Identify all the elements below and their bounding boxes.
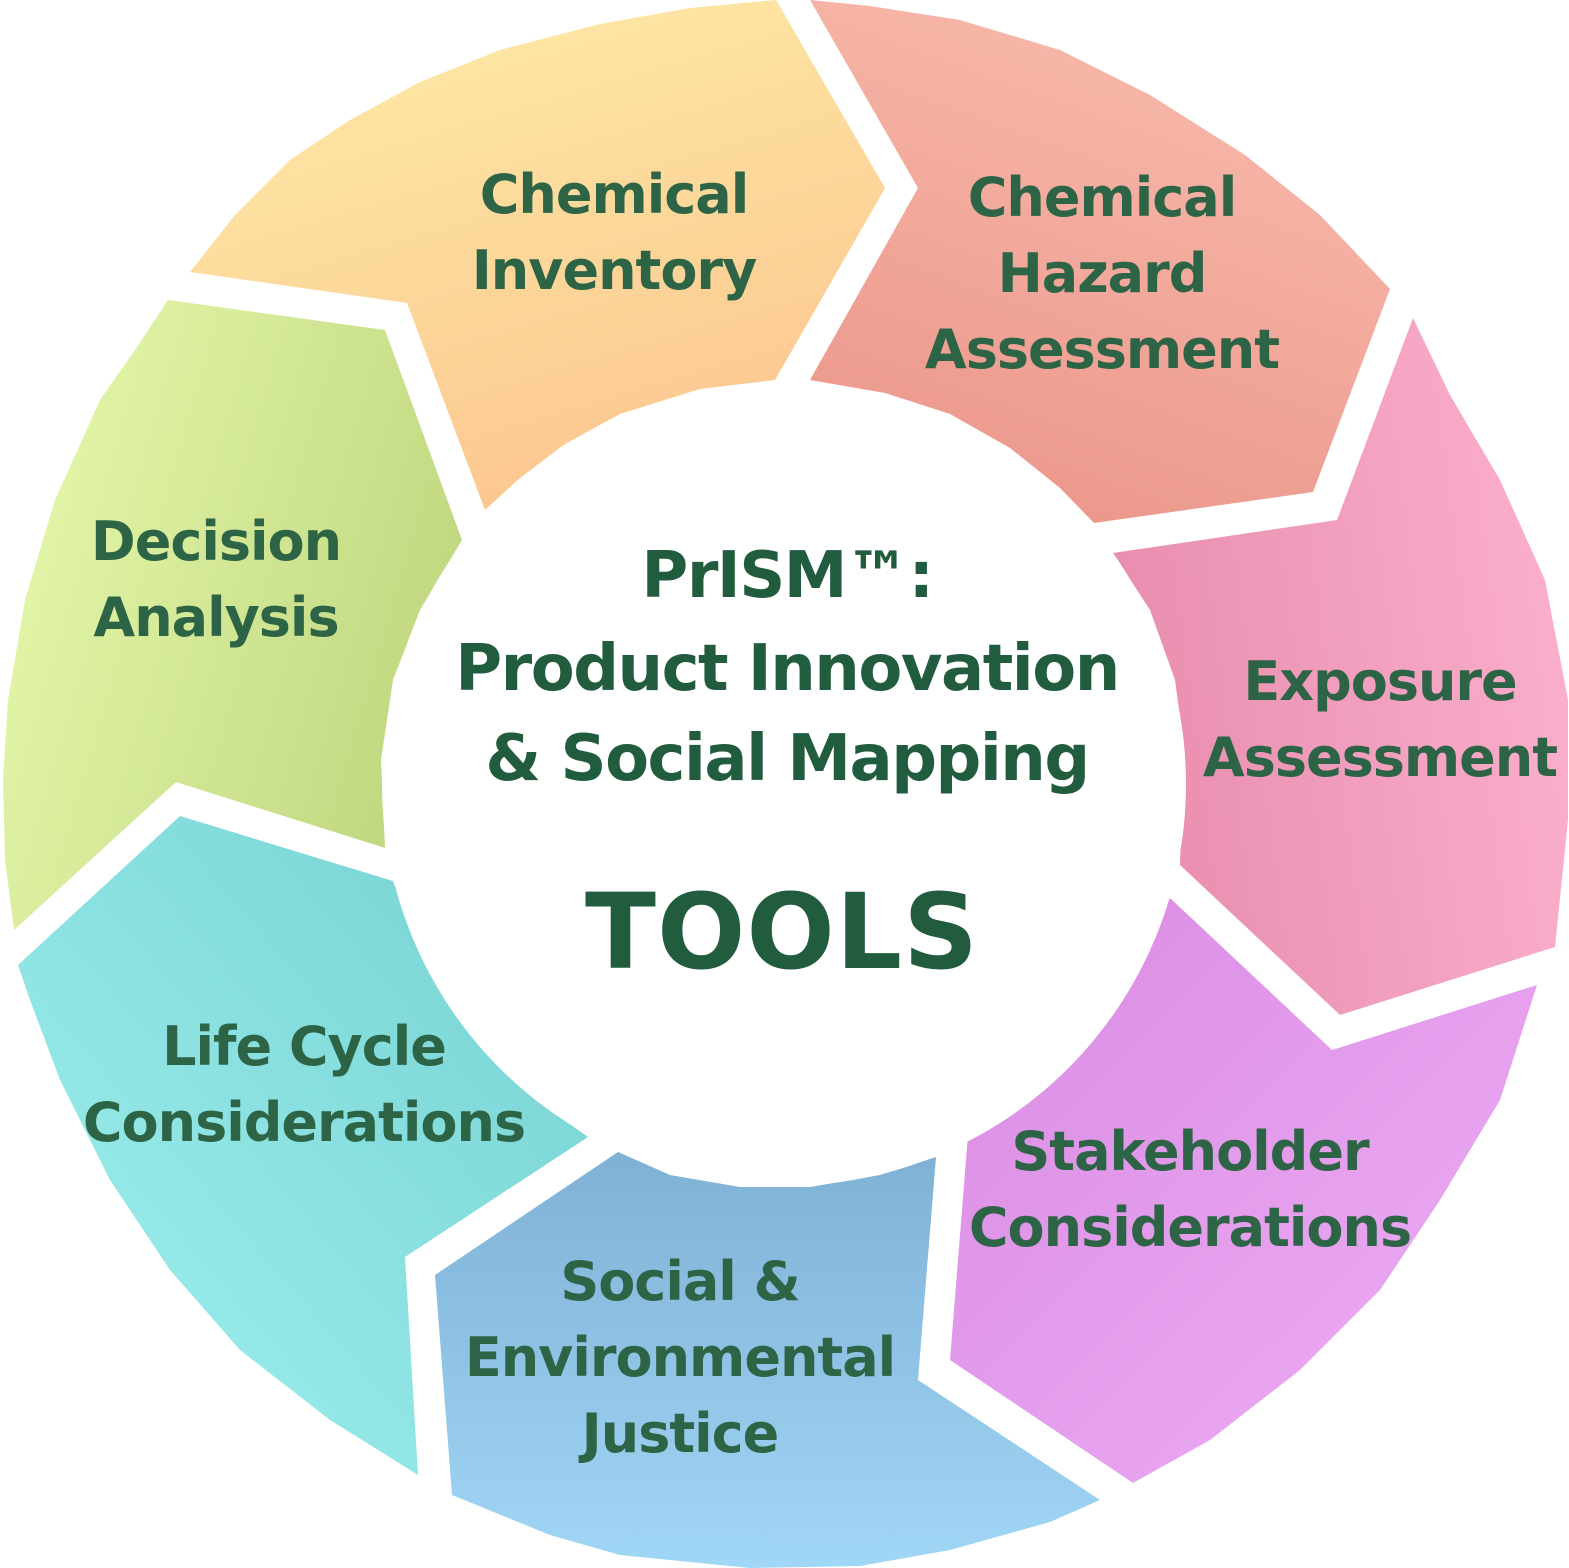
segment-label-chemical-hazard-assessment: Chemical Hazard Assessment (925, 166, 1279, 381)
center-title-line2: Product Innovation (455, 632, 1119, 706)
segment-label-line: Decision (91, 510, 341, 573)
segment-label-social-environmental-justice: Social & Environmental Justice (465, 1250, 895, 1465)
segment-life-cycle-considerations (18, 816, 588, 1475)
segment-social-environmental-justice (435, 1152, 1100, 1568)
segment-label-line: Hazard (998, 242, 1207, 305)
segment-decision-analysis (3, 300, 462, 930)
segment-chemical-hazard-assessment (810, 0, 1390, 523)
segment-exposure-assessment (1113, 318, 1568, 1015)
segment-label-line: Social & (560, 1250, 799, 1313)
segment-label-line: Analysis (93, 586, 338, 649)
segment-label-line: Stakeholder (1011, 1120, 1370, 1183)
segment-chemical-inventory (190, 0, 885, 510)
segment-label-line: Exposure (1243, 650, 1516, 713)
segment-label-line: Chemical (480, 163, 748, 226)
segment-label-chemical-inventory: Chemical Inventory (472, 163, 757, 302)
segment-label-line: Assessment (1203, 726, 1557, 789)
segment-label-line: Considerations (969, 1196, 1411, 1259)
segment-stakeholder-considerations (950, 898, 1537, 1483)
center-title-line3: & Social Mapping (485, 722, 1088, 796)
center-tools-heading: TOOLS (585, 871, 979, 993)
segment-label-stakeholder-considerations: Stakeholder Considerations (969, 1120, 1411, 1259)
segment-label-line: Chemical (968, 166, 1236, 229)
segment-label-line: Assessment (925, 318, 1279, 381)
segment-label-line: Environmental (465, 1326, 895, 1389)
segment-label-line: Life Cycle (162, 1015, 446, 1078)
segment-label-line: Inventory (472, 239, 757, 302)
segment-label-life-cycle-considerations: Life Cycle Considerations (83, 1015, 525, 1154)
segment-label-exposure-assessment: Exposure Assessment (1203, 650, 1557, 789)
segment-label-decision-analysis: Decision Analysis (91, 510, 341, 649)
center-title: PrISM™: Product Innovation & Social Mapp… (455, 539, 1120, 993)
center-disc (382, 382, 1186, 1186)
center-title-line1: PrISM™: (641, 539, 932, 613)
segment-label-line: Justice (578, 1402, 779, 1465)
segment-label-line: Considerations (83, 1091, 525, 1154)
